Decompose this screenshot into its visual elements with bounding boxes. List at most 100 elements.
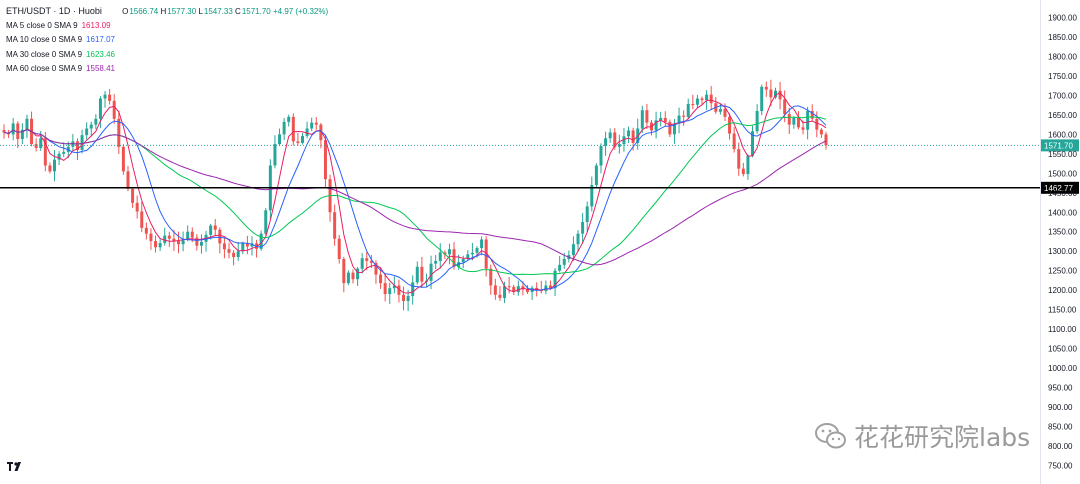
candle-body (181, 239, 185, 245)
candle-body (117, 118, 121, 147)
y-tick-label: 1350.00 (1048, 228, 1077, 237)
indicator-label: MA 5 close 0 SMA 9 (6, 20, 78, 30)
candle-body (11, 123, 15, 135)
chart-legend: ETH/USDT · 1D · Huobi O1566.74 H1577.30 … (6, 4, 328, 77)
open-label: O (122, 7, 129, 16)
low-value: 1547.33 (203, 7, 233, 16)
candle-body (796, 117, 800, 128)
candle-body (287, 116, 291, 122)
candle-body (323, 140, 327, 180)
candle-body (769, 89, 773, 98)
horizontal-level-badge (1041, 181, 1079, 194)
candle-body (682, 115, 686, 117)
price-axis[interactable]: 1900.00 1850.00 1800.00 1750.00 1700.00 1650.… (1040, 0, 1078, 484)
y-tick-label: 950.00 (1048, 384, 1073, 393)
candle-body (213, 225, 217, 230)
candle-body (617, 144, 621, 147)
symbol-title[interactable]: ETH/USDT · 1D · Huobi (6, 6, 102, 16)
candle-body (57, 153, 61, 160)
candle-body (466, 254, 470, 259)
candle-body (140, 211, 144, 228)
candle-body (599, 146, 603, 166)
open-value: 1566.74 (129, 7, 159, 16)
candle-body (475, 248, 479, 253)
indicator-ma5[interactable]: MA 5 close 0 SMA 9 1613.09 (6, 19, 328, 34)
candle-body (539, 290, 543, 292)
candle-body (273, 144, 277, 166)
y-tick-label: 1850.00 (1048, 33, 1077, 42)
indicator-ma10[interactable]: MA 10 close 0 SMA 9 1617.07 (6, 33, 328, 48)
candle-body (686, 103, 690, 117)
high-label: H (160, 7, 167, 16)
indicator-label: MA 60 close 0 SMA 9 (6, 64, 83, 73)
candle-body (167, 235, 171, 239)
candle-body (177, 241, 181, 245)
candle-body (516, 286, 520, 293)
candle-body (43, 138, 47, 166)
close-value: 1571.70 (241, 7, 271, 16)
candle-body (443, 252, 447, 255)
candle-body (507, 286, 511, 288)
candle-body (383, 283, 387, 295)
candle-body (199, 241, 203, 246)
candle-body (420, 266, 424, 282)
candle-body (250, 243, 254, 247)
y-tick-label: 1800.00 (1048, 52, 1077, 61)
candle-body (232, 252, 236, 258)
candle-body (452, 249, 456, 267)
candle-body (806, 110, 810, 130)
candle-body (135, 202, 139, 212)
candle-body (374, 262, 378, 275)
candle-body (356, 268, 360, 280)
y-tick-label: 850.00 (1048, 422, 1073, 431)
candle-body (778, 90, 782, 100)
candle-body (461, 258, 465, 263)
y-tick-label: 1000.00 (1048, 364, 1077, 373)
indicator-ma60[interactable]: MA 60 close 0 SMA 9 1558.41 (6, 62, 328, 77)
candle-body (415, 266, 419, 283)
indicator-ma30[interactable]: MA 30 close 0 SMA 9 1623.46 (6, 48, 328, 63)
candle-body (337, 238, 341, 259)
candle-body (222, 243, 226, 250)
candle-body (406, 295, 410, 302)
candle-body (172, 238, 176, 242)
candle-body (480, 239, 484, 249)
y-tick-label: 1200.00 (1048, 286, 1077, 295)
candle-body (126, 171, 130, 189)
candle-body (388, 288, 392, 295)
candle-body (190, 231, 194, 238)
candle-body (585, 206, 589, 222)
candle-body (732, 133, 736, 150)
candle-body (264, 210, 268, 234)
candle-body (158, 243, 162, 248)
candle-body (209, 225, 213, 235)
high-value: 1577.30 (167, 7, 197, 16)
candle-body (764, 86, 768, 90)
y-tick-label: 1400.00 (1048, 208, 1077, 217)
y-tick-label: 1150.00 (1048, 306, 1077, 315)
candle-body (590, 184, 594, 207)
tradingview-logo-icon[interactable] (6, 460, 24, 472)
candle-body (457, 262, 461, 267)
y-tick-label: 1600.00 (1048, 130, 1077, 139)
candle-body (645, 110, 649, 123)
candle-body (259, 233, 263, 249)
candle-body (728, 116, 732, 134)
candle-body (815, 118, 819, 130)
candle-body (695, 98, 699, 105)
candle-body (85, 128, 89, 136)
candle-body (668, 121, 672, 135)
candle-body (737, 149, 741, 169)
candle-body (819, 129, 823, 135)
candle-body (773, 90, 777, 98)
candle-body (94, 118, 98, 125)
candle-body (342, 258, 346, 284)
candle-body (218, 229, 222, 244)
moving-average-lines (3, 92, 827, 294)
horizontal-level-label: 1462.77 (1044, 184, 1073, 193)
candle-body (493, 285, 497, 295)
candle-body (659, 117, 663, 121)
candle-body (526, 289, 530, 293)
candle-body (149, 233, 153, 242)
